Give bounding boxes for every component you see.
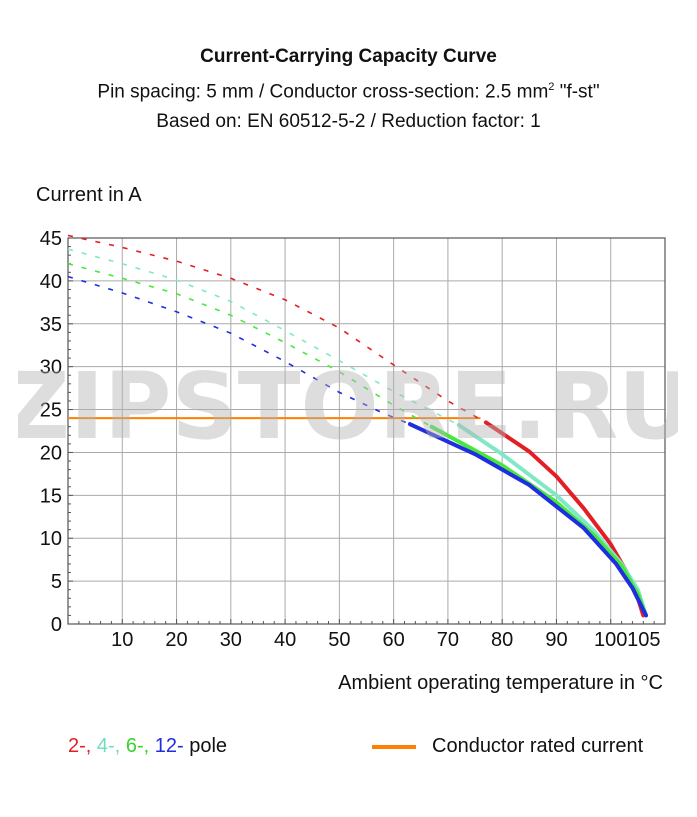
- series-4-dashed: [67, 248, 460, 426]
- x-tick-label-80: 80: [491, 629, 513, 651]
- x-tick-label-10: 10: [111, 629, 133, 651]
- y-tick-label-10: 10: [40, 528, 62, 550]
- x-tick-label-20: 20: [165, 629, 187, 651]
- series-2-dashed: [67, 234, 487, 424]
- legend-rated-label: Conductor rated current: [432, 735, 644, 757]
- series-6-solid: [429, 424, 649, 618]
- y-tick-label-40: 40: [40, 271, 62, 293]
- title-block: Current-Carrying Capacity Curve Pin spac…: [0, 42, 697, 137]
- x-tick-label-105: 105: [627, 629, 660, 651]
- series-12-dashed: [67, 275, 411, 425]
- legend-rated-swatch: [372, 744, 416, 749]
- chart-title: Current-Carrying Capacity Curve: [200, 46, 497, 67]
- y-tick-label-5: 5: [51, 571, 62, 593]
- x-tick-label-60: 60: [383, 629, 405, 651]
- subtitle-1-sup: 2: [548, 81, 555, 93]
- x-tick-label-50: 50: [328, 629, 350, 651]
- legend-pole-suffix: pole: [189, 735, 228, 757]
- legend-pole-2: 2-: [68, 735, 86, 757]
- x-tick-label-100: 100: [594, 629, 627, 651]
- plot-frame: [67, 237, 666, 625]
- legend-pole-12: 12-: [154, 735, 184, 757]
- y-tick-label-35: 35: [40, 314, 62, 336]
- series-12-solid: [407, 422, 649, 618]
- y-tick-label-25: 25: [40, 400, 62, 422]
- chart-subtitle-2: Based on: EN 60512-5-2 / Reduction facto…: [156, 111, 541, 133]
- legend-rated: Conductor rated current: [372, 735, 643, 758]
- x-tick-label-30: 30: [220, 629, 242, 651]
- subtitle-1-suffix: "f-st": [554, 81, 600, 103]
- y-tick-label-45: 45: [40, 228, 62, 250]
- y-tick-label-0: 0: [51, 614, 62, 636]
- y-tick-label-15: 15: [40, 485, 62, 507]
- legend-poles: 2-, 4-, 6-, 12- pole: [68, 735, 228, 757]
- y-tick-label-20: 20: [40, 442, 62, 464]
- legend-pole-4: 4-: [96, 735, 115, 757]
- x-tick-label-40: 40: [274, 629, 296, 651]
- x-tick-label-90: 90: [545, 629, 567, 651]
- subtitle-1-text: Pin spacing: 5 mm / Conductor cross-sect…: [97, 81, 549, 103]
- x-tick-label-70: 70: [437, 629, 459, 651]
- legend-pole-6: 6-: [125, 735, 144, 757]
- chart-subtitle-1: Pin spacing: 5 mm / Conductor cross-sect…: [0, 72, 697, 107]
- series-4-solid: [456, 422, 649, 618]
- x-axis-label: Ambient operating temperature in °C: [338, 672, 663, 694]
- y-axis-label: Current in A: [36, 184, 142, 206]
- y-tick-label-30: 30: [40, 357, 62, 379]
- series-2-solid: [483, 420, 646, 618]
